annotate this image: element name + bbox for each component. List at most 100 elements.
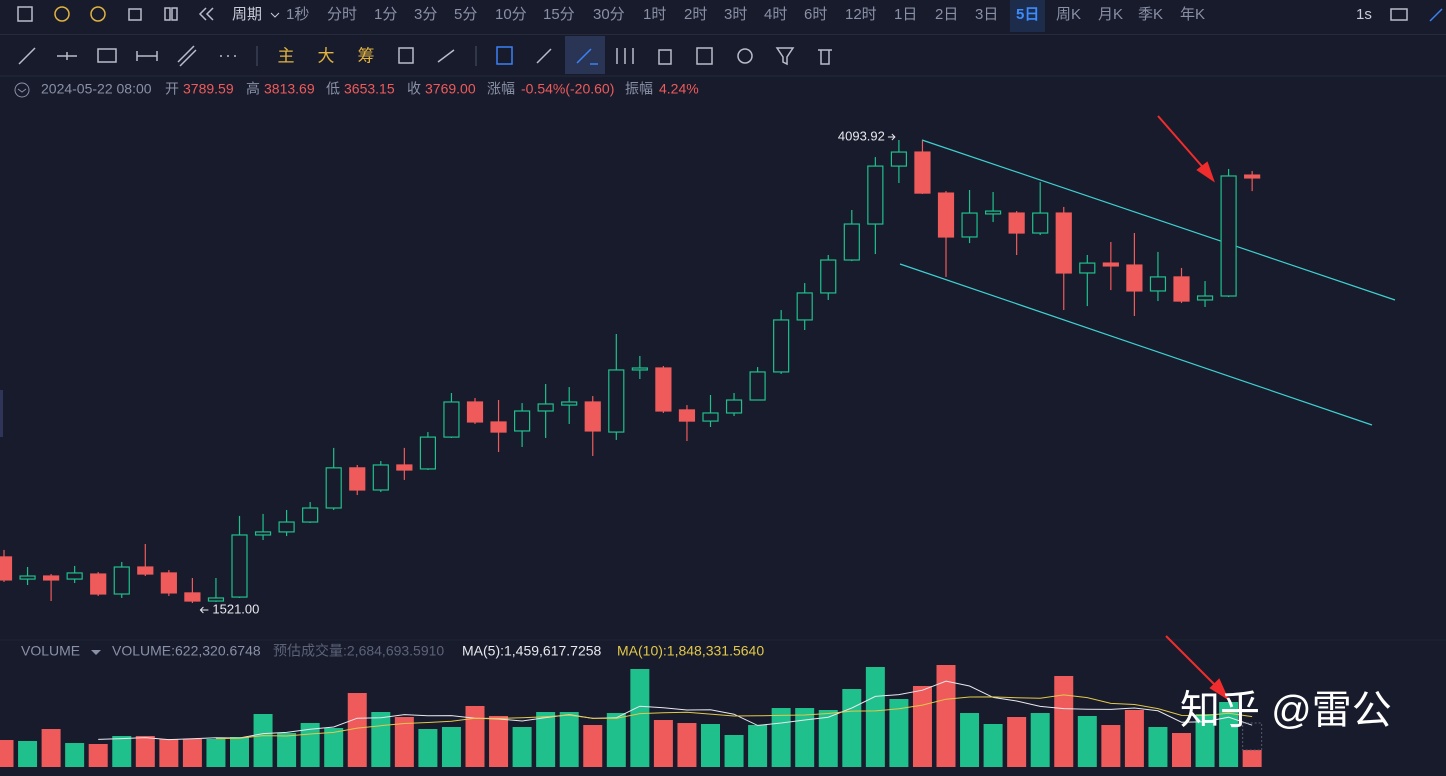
icon[interactable] [737, 48, 753, 64]
period-button[interactable]: 10分 [495, 6, 527, 23]
period-button[interactable]: 5分 [454, 6, 478, 23]
candle-body [961, 212, 978, 238]
volume-bar [1030, 713, 1050, 767]
icon[interactable] [576, 48, 598, 65]
icon[interactable] [437, 49, 455, 63]
high-arrow [887, 133, 896, 141]
candle-body [19, 575, 36, 580]
period-button[interactable]: 2时 [684, 6, 708, 23]
period-button[interactable]: 1分 [374, 6, 398, 23]
period-button[interactable]: 年K [1180, 6, 1206, 23]
candle-body [90, 573, 107, 595]
candle-body [113, 566, 130, 595]
candle-body [42, 575, 60, 581]
ma5-line [98, 680, 1253, 741]
candle-body [678, 409, 696, 422]
icon[interactable] [128, 8, 142, 21]
icon[interactable] [18, 47, 36, 65]
period-button[interactable]: 季K [1138, 6, 1164, 23]
period-button[interactable]: 6时 [804, 6, 828, 23]
arrow-head [1196, 161, 1215, 183]
candle-body [349, 467, 366, 491]
info-amplitude-label: 振幅 [625, 81, 653, 97]
icon[interactable] [1429, 8, 1443, 22]
volume-bar [0, 740, 14, 767]
period-button[interactable]: 3分 [414, 6, 438, 23]
period-dropdown[interactable]: 周期 [232, 6, 263, 23]
candle-body [631, 367, 648, 371]
icon[interactable] [658, 49, 672, 65]
candle-body [1173, 276, 1190, 302]
candle-body [443, 401, 460, 438]
volume-bar [1054, 675, 1074, 767]
volume-header: VOLUME:622,320.6748 [112, 643, 261, 659]
icon[interactable] [496, 46, 513, 65]
tool-icons [18, 45, 832, 67]
volume-bar [912, 685, 932, 767]
volume-bar [536, 711, 556, 767]
period-button[interactable]: 1日 [894, 6, 918, 23]
icon[interactable] [171, 7, 178, 21]
period-button[interactable]: 周K [1056, 6, 1082, 23]
period-button[interactable]: 3日 [975, 6, 999, 23]
candle-body [466, 401, 484, 423]
speed-button[interactable]: 1s [1356, 6, 1372, 23]
volume-bar [771, 708, 791, 767]
volume-bar [65, 743, 85, 767]
icon[interactable] [536, 48, 552, 64]
period-button[interactable]: 15分 [543, 6, 575, 23]
volume-title: VOLUME [21, 643, 80, 659]
period-bar: 周期 1秒 分时 1分 3分 5分 10分 15分 30分 1时 2时 3时 4时 6时 12时 1日 2日 3日… [0, 0, 1446, 35]
icon[interactable] [616, 48, 634, 64]
candle-body [207, 597, 225, 602]
icon[interactable] [57, 52, 77, 60]
candle-body [984, 210, 1002, 215]
candle-body [1220, 175, 1237, 297]
period-button[interactable]: 2日 [935, 6, 959, 23]
icon[interactable] [1390, 8, 1408, 21]
period-button[interactable]: 分时 [327, 6, 358, 23]
volume-bar [842, 688, 862, 767]
info-open: 3789.59 [183, 81, 234, 97]
icon[interactable] [818, 49, 832, 65]
period-button[interactable]: 月K [1098, 6, 1124, 23]
volume-bar [1242, 749, 1262, 767]
icon[interactable] [177, 45, 197, 67]
indicator-button[interactable]: 大 [318, 46, 335, 65]
arrow [1157, 115, 1208, 173]
volume-bar [230, 736, 249, 767]
icon[interactable] [398, 47, 414, 64]
icon[interactable] [696, 47, 713, 65]
volume-bar [18, 740, 38, 767]
info-close-label: 收 [407, 81, 421, 97]
candle-body [419, 436, 436, 470]
icon[interactable] [17, 6, 33, 22]
period-button[interactable]: 12时 [845, 6, 877, 23]
volume-bar [371, 711, 391, 767]
candle-body [561, 401, 578, 406]
icon[interactable] [198, 7, 214, 21]
candle-body [608, 369, 625, 433]
collapse-icon[interactable] [14, 82, 30, 98]
period-button[interactable]: 1秒 [286, 6, 310, 23]
icon[interactable] [54, 6, 70, 22]
volume-bar [960, 713, 980, 767]
period-button[interactable]: 30分 [593, 6, 625, 23]
period-button[interactable]: 5日 [1010, 0, 1046, 32]
indicator-button[interactable]: 筹 [358, 46, 375, 65]
period-button[interactable]: 4时 [764, 6, 788, 23]
indicator-button[interactable]: 主 [278, 46, 295, 65]
watermark: 知乎 @雷公 [1180, 689, 1392, 733]
period-button[interactable]: 1时 [643, 6, 667, 23]
candle-body [655, 367, 672, 412]
period-button[interactable]: 3时 [724, 6, 748, 23]
volume-bar [1172, 733, 1191, 767]
icon[interactable] [90, 6, 106, 22]
icon[interactable] [136, 51, 158, 61]
volume-bar [159, 738, 179, 767]
arrow [1165, 635, 1221, 691]
icon[interactable] [775, 47, 795, 66]
icon[interactable] [97, 48, 117, 63]
icon[interactable] [164, 7, 171, 21]
